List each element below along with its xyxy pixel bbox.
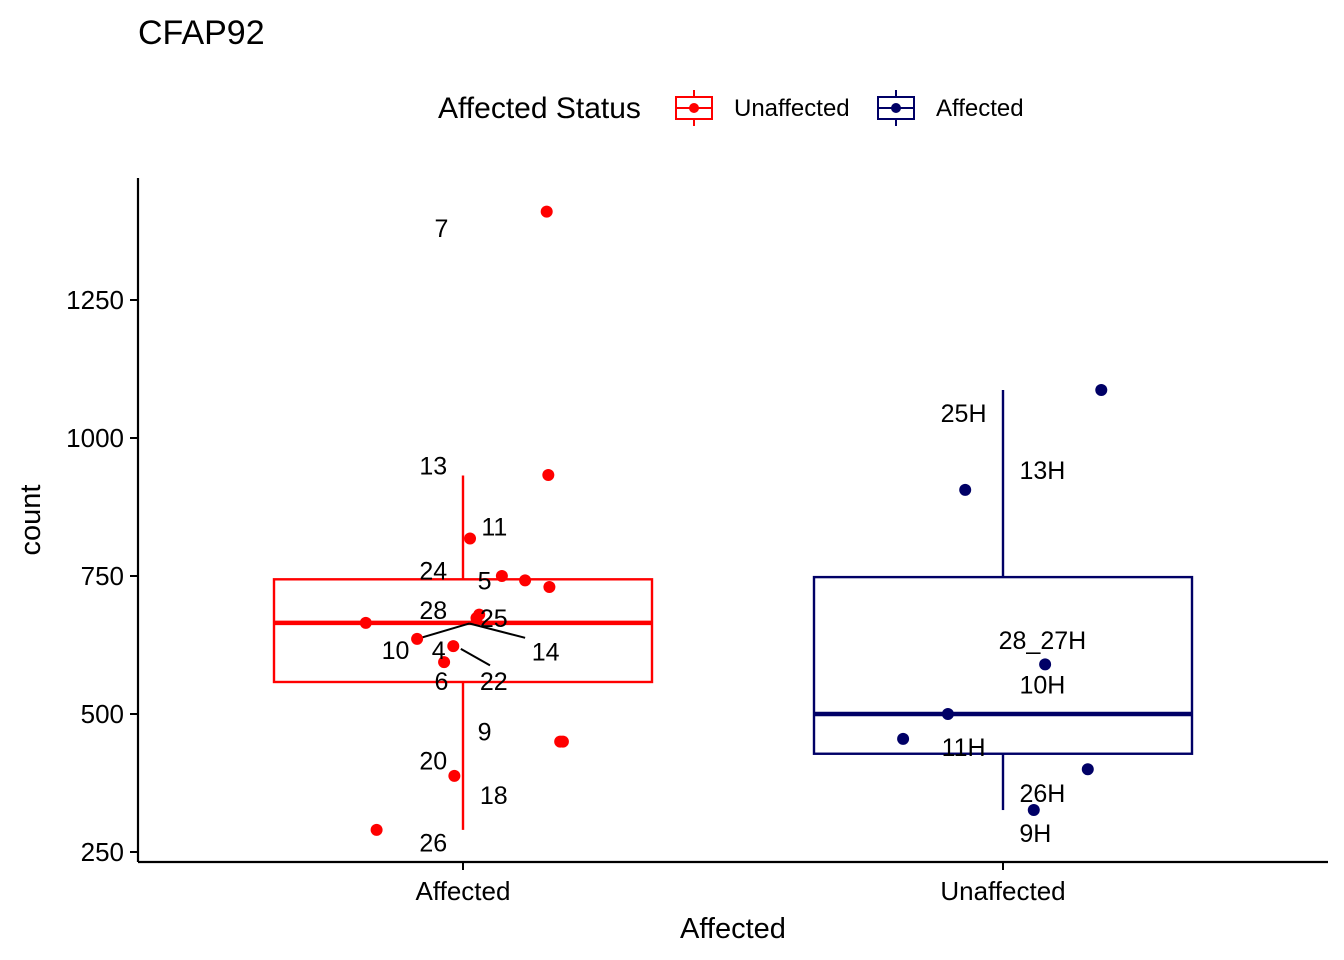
data-point	[448, 769, 461, 782]
data-point	[470, 611, 483, 624]
y-axis-title: count	[15, 485, 47, 556]
label-connector	[469, 622, 526, 639]
y-tick-label: 750	[81, 561, 124, 591]
data-point	[542, 468, 555, 481]
data-point	[1027, 804, 1040, 817]
x-tick-label: Unaffected	[940, 876, 1065, 906]
plot-area: 250 500 750 1000 1250 Affected Unaffected 7 13 11…	[66, 178, 1328, 906]
point-label: 24	[419, 557, 447, 585]
data-point	[438, 656, 451, 669]
data-point	[411, 632, 424, 645]
point-label: 6	[434, 668, 448, 696]
data-point	[447, 640, 460, 653]
point-label: 26	[419, 830, 447, 858]
legend-item-label: Affected	[936, 95, 1024, 122]
x-tick-label: Affected	[416, 876, 511, 906]
point-label: 26H	[1019, 780, 1065, 808]
y-tick-label: 1000	[66, 423, 124, 453]
point-label: 11H	[942, 734, 986, 762]
y-tick-label: 1250	[66, 285, 124, 315]
data-point	[370, 823, 383, 836]
point-label: 18	[480, 782, 508, 810]
point-label: 10H	[1019, 672, 1065, 700]
data-point	[543, 581, 556, 594]
y-tick-label: 250	[81, 837, 124, 867]
data-point	[464, 532, 477, 545]
data-point	[519, 574, 532, 587]
legend-title: Affected Status	[438, 92, 641, 125]
legend-key-point	[891, 103, 901, 113]
data-point	[540, 205, 553, 218]
point-label: 10	[382, 637, 410, 665]
label-connector	[460, 647, 491, 667]
point-label: 28_27H	[999, 627, 1087, 655]
data-point	[897, 732, 910, 745]
point-label: 14	[532, 639, 560, 667]
legend-item-label: Unaffected	[734, 95, 850, 122]
data-point	[1095, 383, 1108, 396]
point-label: 20	[419, 747, 447, 775]
point-label: 9	[478, 719, 492, 747]
point-label: 28	[419, 597, 447, 625]
point-label: 25	[480, 605, 508, 633]
point-label: 4	[432, 637, 446, 665]
point-label: 9H	[1019, 820, 1051, 848]
box-iqr	[272, 578, 654, 684]
point-label: 11	[481, 513, 507, 541]
label-connector	[416, 622, 470, 640]
chart-title: CFAP92	[138, 14, 265, 52]
legend-key-point	[689, 103, 699, 113]
data-point	[1039, 658, 1052, 671]
point-label: 13	[419, 453, 447, 481]
legend-item: Unaffected	[675, 90, 850, 126]
legend: Affected Status Unaffected Affected	[438, 90, 1024, 126]
point-label: 13H	[1019, 457, 1065, 485]
point-label: 7	[434, 215, 448, 243]
y-tick-label: 500	[81, 699, 124, 729]
data-point	[495, 570, 508, 582]
data-point	[959, 483, 972, 496]
point-label: 22	[480, 668, 508, 696]
data-point	[359, 616, 372, 629]
box-iqr	[812, 575, 1194, 755]
data-point	[941, 708, 954, 720]
x-axis-title: Affected	[680, 913, 786, 945]
data-point	[556, 735, 569, 748]
legend-item: Affected	[877, 90, 1024, 126]
point-label: 25H	[941, 400, 987, 428]
point-label: 5	[478, 567, 492, 595]
data-point	[1081, 763, 1094, 776]
